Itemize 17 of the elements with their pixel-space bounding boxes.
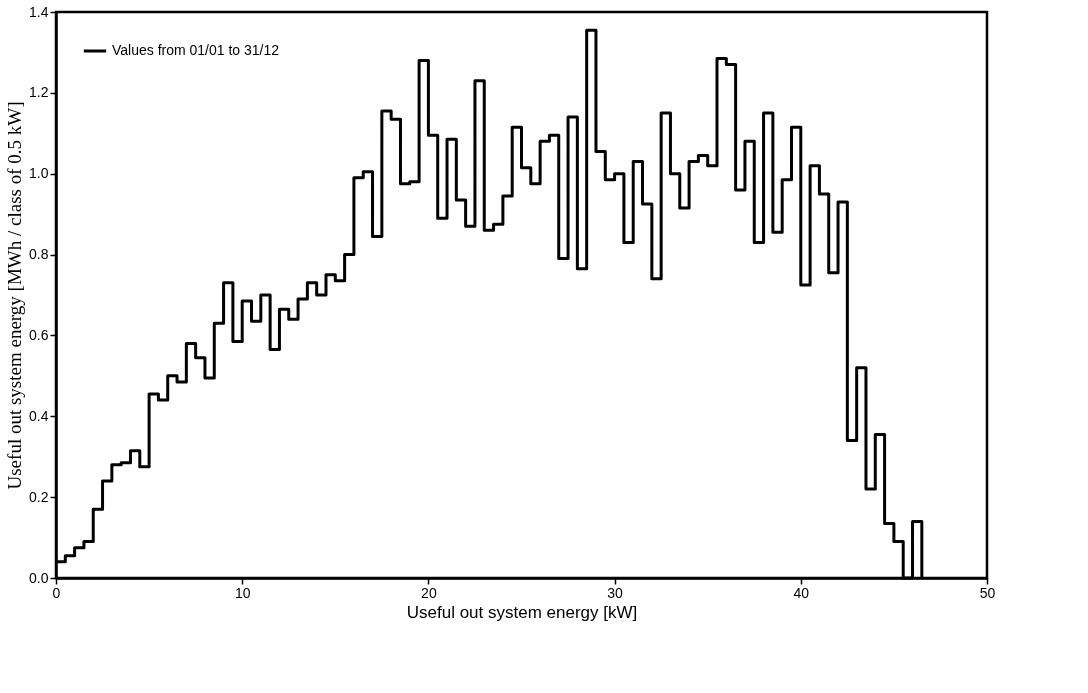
y-tick-label: 1.2 xyxy=(29,84,49,101)
y-axis-title: Useful out system energy [MWh / class of 0.5 kW] xyxy=(4,101,26,490)
x-tick-label: 30 xyxy=(607,584,624,601)
x-tick-label: 50 xyxy=(979,584,996,601)
y-tick-label: 0.2 xyxy=(29,488,49,505)
x-tick-label: 40 xyxy=(793,584,810,601)
y-tick-label: 0.6 xyxy=(29,326,49,343)
y-tick-label: 0.0 xyxy=(29,569,49,586)
x-tick-label: 0 xyxy=(52,584,61,601)
y-tick-label: 1.4 xyxy=(29,3,49,20)
y-tick-label: 1.0 xyxy=(29,165,49,182)
y-tick-label: 0.4 xyxy=(29,407,49,424)
x-tick-label: 20 xyxy=(421,584,437,601)
legend-label: Values from 01/01 to 31/12 xyxy=(112,42,280,58)
y-tick-label: 0.8 xyxy=(29,246,49,263)
x-tick-label: 10 xyxy=(234,584,251,601)
x-axis-title: Useful out system energy [kW] xyxy=(406,602,638,622)
